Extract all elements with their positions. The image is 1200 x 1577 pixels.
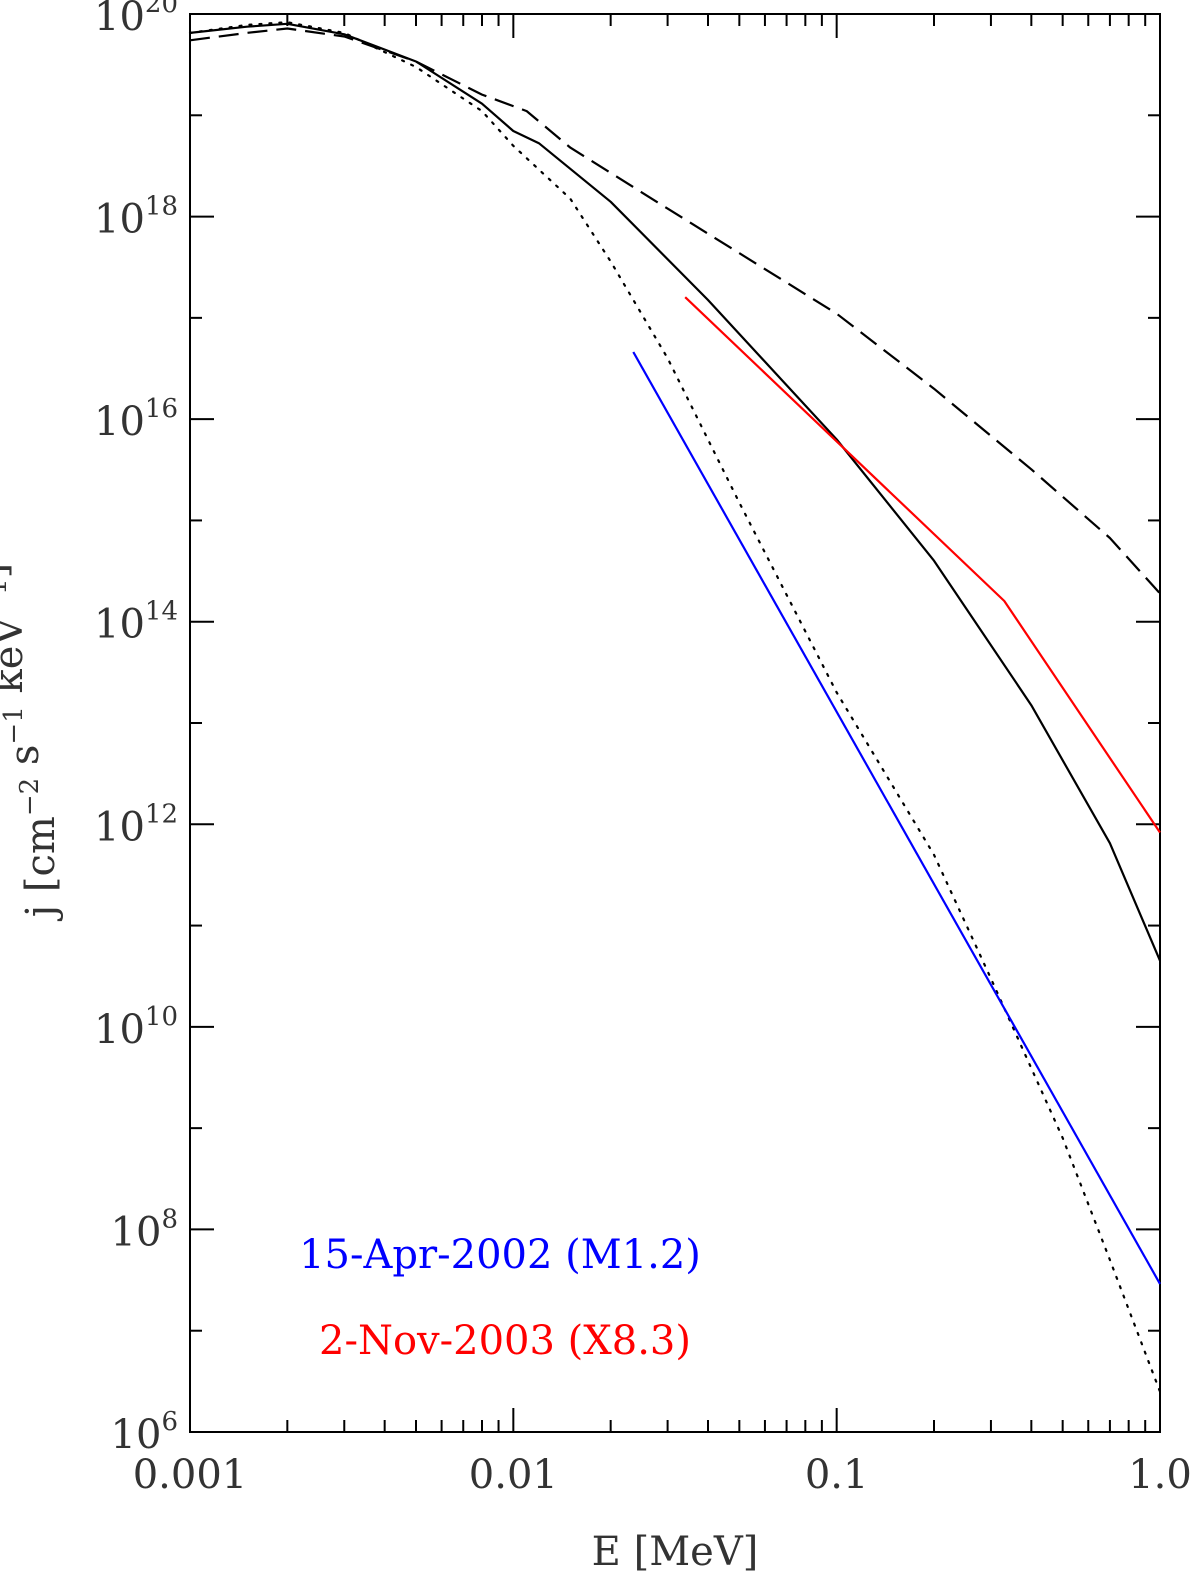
x-tick-label: 0.001: [133, 1452, 248, 1498]
y-tick-label: 1014: [94, 597, 178, 648]
y-tick-labels: 106 108 1010 1012 1014 1016 1018 1020: [94, 0, 178, 1458]
y-axis-title: j [cm−2 s−1 keV−1]: [0, 563, 64, 921]
plot-frame: [189, 13, 1161, 1433]
x-tick-labels: 0.001 0.01 0.1 1.0: [133, 1452, 1192, 1498]
series-layer: [188, 21, 1162, 1393]
x-tick-label: 1.0: [1128, 1452, 1192, 1498]
x-tick-label: 0.01: [469, 1452, 558, 1498]
axis-ticks: [189, 13, 1160, 1433]
series-line-dotted-black: [188, 21, 1162, 1393]
y-tick-label: 106: [111, 1407, 178, 1458]
y-tick-label: 1020: [94, 0, 178, 40]
x-axis-title: E [MeV]: [592, 1529, 759, 1575]
series-line-red-fit: [684, 296, 1161, 834]
y-tick-label: 1018: [94, 192, 178, 243]
y-tick-label: 108: [111, 1204, 178, 1255]
legend-label-blue: 15-Apr-2002 (M1.2): [299, 1232, 701, 1278]
legend-label-red: 2-Nov-2003 (X8.3): [319, 1318, 691, 1364]
y-tick-label: 1012: [94, 799, 178, 850]
series-line-solid-black: [189, 22, 1162, 962]
x-tick-label: 0.1: [805, 1452, 869, 1498]
y-tick-label: 1016: [94, 394, 178, 445]
series-line-dashed-black: [189, 27, 1161, 595]
series-line-blue-fit: [632, 351, 1161, 1285]
y-tick-label: 1010: [94, 1002, 178, 1053]
